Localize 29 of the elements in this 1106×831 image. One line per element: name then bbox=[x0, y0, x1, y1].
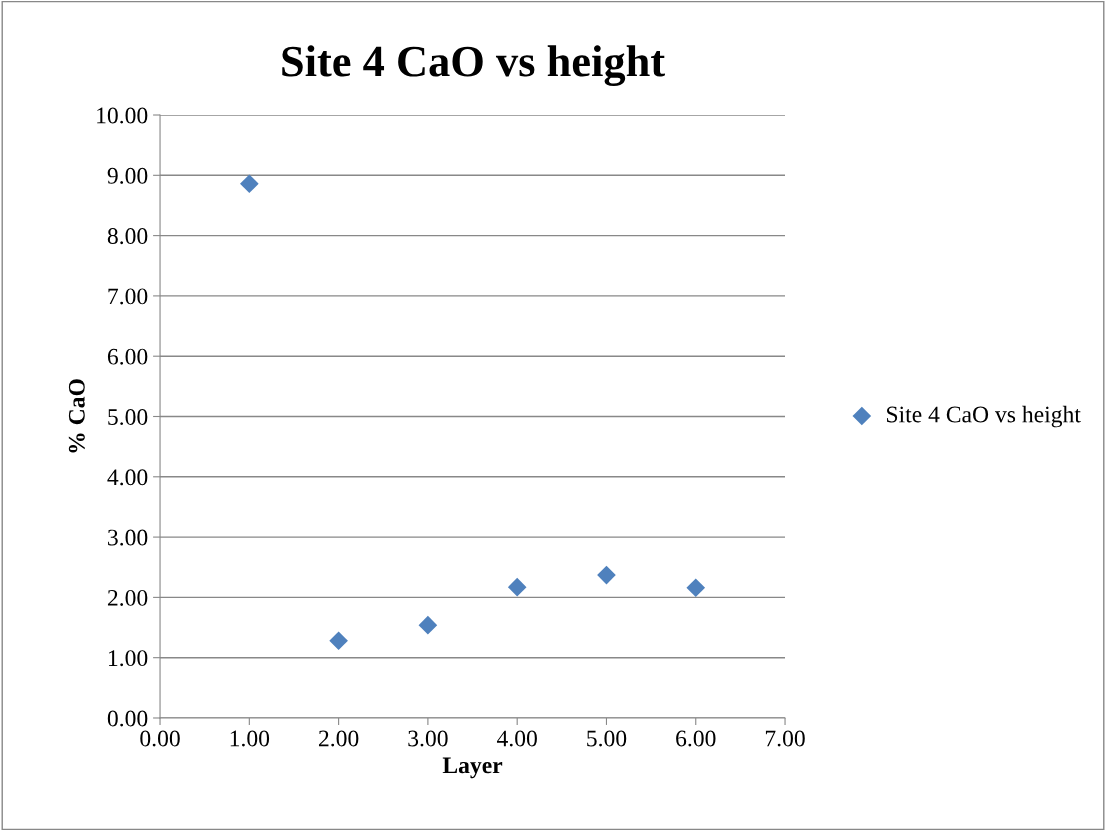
x-axis-title: Layer bbox=[442, 757, 503, 779]
y-tick-label: 5.00 bbox=[108, 408, 148, 426]
point bbox=[240, 174, 259, 194]
y-tick-label: 10.00 bbox=[97, 107, 148, 124]
y-tick-label: 0.00 bbox=[107, 710, 148, 727]
x-tick-label: 3.00 bbox=[408, 730, 448, 747]
x-tick-label: 4.00 bbox=[496, 730, 537, 747]
legend-label: Site 4 CaO vs height bbox=[887, 405, 1081, 428]
x-tick-label: 6.00 bbox=[676, 730, 716, 747]
x-tick-label: 7.00 bbox=[765, 730, 805, 747]
y-tick-label: 8.00 bbox=[107, 228, 148, 245]
point bbox=[597, 565, 616, 585]
chart-title: Site 4 CaO vs height bbox=[282, 45, 665, 86]
y-axis-title: % CaO bbox=[68, 379, 85, 453]
y-tick-label: 7.00 bbox=[108, 288, 148, 305]
x-tick-label: 2.00 bbox=[318, 730, 359, 747]
y-tick-label: 9.00 bbox=[107, 167, 148, 184]
x-tick-label: 5.00 bbox=[587, 730, 627, 747]
x-tick-label: 0.00 bbox=[140, 730, 180, 747]
point bbox=[507, 577, 527, 597]
y-tick-label: 2.00 bbox=[107, 589, 148, 606]
point bbox=[329, 631, 348, 651]
y-tick-label: 3.00 bbox=[108, 529, 148, 546]
y-tick-label: 4.00 bbox=[107, 469, 148, 486]
y-tick-label: 6.00 bbox=[107, 348, 148, 365]
y-tick-label: 1.00 bbox=[108, 650, 148, 667]
point bbox=[686, 578, 706, 598]
x-tick-label: 1.00 bbox=[230, 730, 270, 747]
point bbox=[418, 615, 438, 635]
